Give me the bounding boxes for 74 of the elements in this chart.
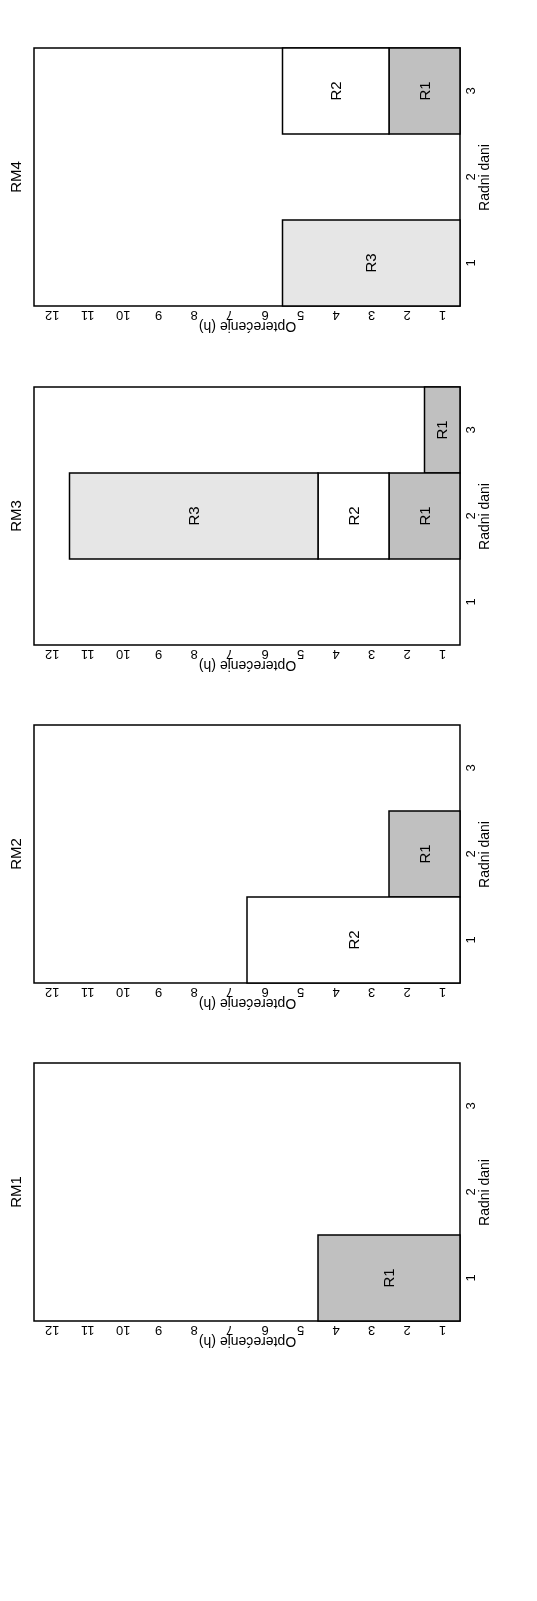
x-tick-label: 5 (297, 1322, 305, 1338)
x-tick-label: 8 (190, 984, 198, 1000)
y-tick-label: 3 (462, 426, 478, 434)
x-tick-label: 11 (81, 1322, 95, 1338)
series-label: R1 (415, 844, 433, 864)
x-tick-label: 9 (155, 646, 163, 662)
x-tick-label: 11 (81, 646, 95, 662)
text: RM1 (7, 1176, 24, 1208)
y-tick-label: 3 (462, 1102, 478, 1110)
y-axis-title: Radni dani (475, 144, 492, 211)
x-tick-label: 4 (332, 984, 340, 1000)
x-tick-label: 3 (368, 646, 376, 662)
series-label: R2 (326, 81, 344, 101)
x-tick-label: 6 (261, 307, 269, 323)
x-tick-label: 4 (332, 646, 340, 662)
x-tick-label: 11 (81, 984, 95, 1000)
x-tick-label: 2 (403, 646, 411, 662)
x-tick-label: 3 (368, 307, 376, 323)
x-tick-label: 10 (116, 1322, 131, 1338)
text: RM4 (7, 161, 24, 193)
x-tick-label: 2 (403, 984, 411, 1000)
x-tick-label: 8 (190, 1322, 198, 1338)
series-label: R3 (184, 506, 202, 526)
x-tick-label: 2 (403, 1322, 411, 1338)
x-tick-label: 5 (297, 307, 305, 323)
y-axis-title: Radni dani (475, 1159, 492, 1226)
x-tick-label: 8 (190, 307, 198, 323)
x-tick-label: 12 (45, 646, 60, 662)
x-tick-label: 8 (190, 646, 198, 662)
x-tick-label: 1 (439, 984, 447, 1000)
x-tick-label: 3 (368, 984, 376, 1000)
y-axis-title: Radni dani (475, 483, 492, 550)
x-tick-label: 1 (439, 307, 447, 323)
y-tick-label: 2 (462, 1188, 478, 1196)
x-tick-label: 10 (116, 984, 131, 1000)
series-label: R1 (380, 1268, 397, 1288)
x-tick-label: 4 (332, 1322, 340, 1338)
x-tick-label: 1 (439, 1322, 447, 1338)
x-tick-label: 12 (45, 1322, 60, 1338)
y-tick-label: 2 (462, 850, 478, 858)
series-label: R2 (344, 930, 362, 950)
x-tick-label: 9 (155, 1322, 163, 1338)
text: R1 (415, 506, 433, 526)
x-tick-label: 9 (155, 307, 163, 323)
y-tick-label: 1 (462, 259, 478, 267)
x-tick-label: 12 (45, 307, 60, 323)
series-label: R1 (415, 81, 433, 101)
x-tick-label: 6 (261, 1322, 269, 1338)
x-tick-label: 9 (155, 984, 163, 1000)
x-tick-label: 11 (81, 307, 95, 323)
y-tick-label: 2 (462, 173, 478, 181)
y-tick-label: 1 (462, 936, 478, 944)
y-tick-label: 2 (462, 512, 478, 520)
text: RM2 (7, 838, 24, 870)
series-label: R1 (433, 420, 451, 440)
x-tick-label: 6 (261, 984, 269, 1000)
x-tick-label: 6 (261, 646, 269, 662)
y-axis-title: Radni dani (475, 821, 492, 888)
x-tick-label: 10 (116, 646, 131, 662)
x-tick-label: 12 (45, 984, 60, 1000)
x-tick-label: 10 (116, 307, 131, 323)
y-tick-label: 3 (462, 764, 478, 772)
series-label: R3 (362, 253, 380, 273)
x-tick-label: 1 (439, 646, 447, 662)
x-tick-label: 3 (368, 1322, 376, 1338)
x-tick-label: 5 (297, 646, 305, 662)
x-tick-label: 5 (297, 984, 305, 1000)
y-tick-label: 1 (462, 1274, 478, 1282)
x-tick-label: 2 (403, 307, 411, 323)
y-tick-label: 3 (462, 87, 478, 95)
x-tick-label: 4 (332, 307, 340, 323)
series-label: R2 (344, 506, 362, 526)
y-tick-label: 1 (462, 598, 478, 606)
text: RM3 (7, 500, 24, 532)
